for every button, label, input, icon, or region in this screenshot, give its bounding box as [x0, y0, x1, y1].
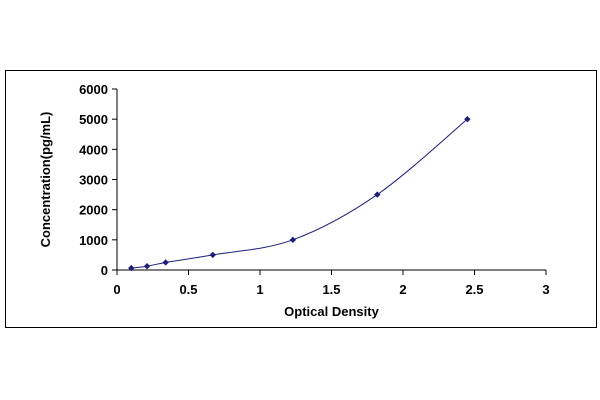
- x-tick-label: 1: [256, 282, 263, 297]
- y-axis-title: Concentration(pg/mL): [38, 112, 53, 248]
- data-point-marker: [464, 115, 471, 123]
- x-tick-label: 3: [542, 282, 549, 297]
- data-point-marker: [209, 251, 217, 259]
- data-point-marker: [128, 264, 135, 272]
- x-axis-ticks: 0 0.5 1 1.5 2 2.5 3: [113, 270, 550, 297]
- standard-curve-line: [131, 118, 468, 269]
- y-tick-label: 5000: [79, 112, 108, 127]
- y-tick-label: 6000: [79, 82, 108, 97]
- x-tick-label: 1.5: [322, 282, 340, 297]
- data-point-marker: [143, 263, 151, 270]
- data-point-marker: [289, 236, 297, 244]
- y-tick-label: 3000: [79, 173, 108, 188]
- y-tick-label: 2000: [79, 203, 108, 218]
- y-axis-ticks: 0 1000 2000 3000 4000 5000 6000: [79, 82, 117, 278]
- data-point-marker: [162, 259, 169, 266]
- y-tick-label: 4000: [79, 142, 108, 157]
- data-point-marker: [374, 191, 381, 198]
- y-tick-label: 0: [101, 263, 108, 278]
- x-tick-label: 0.5: [179, 282, 197, 297]
- x-axis-title: Optical Density: [284, 304, 379, 319]
- y-tick-label: 1000: [79, 233, 108, 248]
- chart-frame: [5, 70, 597, 328]
- x-tick-label: 0: [113, 282, 120, 297]
- data-points: [128, 115, 471, 272]
- x-tick-label: 2.5: [465, 282, 483, 297]
- x-tick-label: 2: [399, 282, 406, 297]
